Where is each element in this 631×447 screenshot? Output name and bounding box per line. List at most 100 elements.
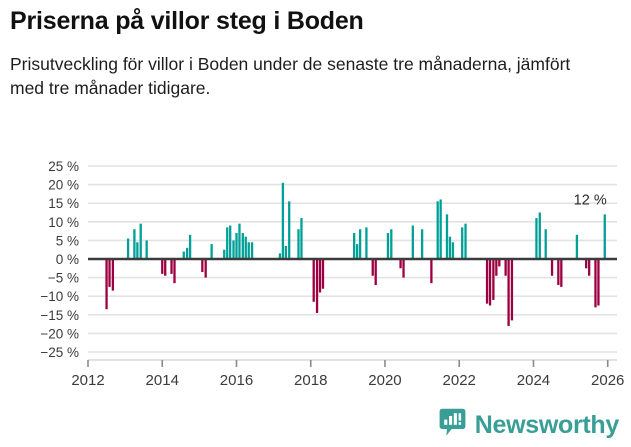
bars[interactable] xyxy=(105,182,606,326)
bar[interactable] xyxy=(535,218,538,259)
bar[interactable] xyxy=(284,245,288,259)
bar[interactable] xyxy=(436,201,439,259)
bar[interactable] xyxy=(315,259,319,313)
bar[interactable] xyxy=(488,259,492,306)
bar[interactable] xyxy=(223,249,226,259)
bar[interactable] xyxy=(597,259,600,306)
x-axis-tick-label: 2016 xyxy=(220,372,253,389)
x-axis-tick-label: 2026 xyxy=(591,372,624,389)
bar[interactable] xyxy=(439,199,442,259)
y-axis-tick-label: 25 % xyxy=(48,159,79,174)
bar[interactable] xyxy=(588,259,591,276)
bar[interactable] xyxy=(495,259,498,276)
bar[interactable] xyxy=(300,218,303,259)
bar[interactable] xyxy=(170,259,173,274)
bar[interactable] xyxy=(358,229,362,259)
bar[interactable] xyxy=(105,259,108,310)
bar[interactable] xyxy=(510,259,514,321)
bar[interactable] xyxy=(464,223,467,259)
bar[interactable] xyxy=(353,232,356,259)
bar[interactable] xyxy=(507,259,510,326)
bar[interactable] xyxy=(550,259,554,276)
bar[interactable] xyxy=(182,251,185,259)
chart-subtitle: Prisutveckling för villor i Boden under … xyxy=(10,53,571,98)
bar[interactable] xyxy=(318,259,322,293)
chart-container: Priserna på villor steg i Boden Prisutve… xyxy=(0,7,631,447)
bar[interactable] xyxy=(247,242,250,259)
bar[interactable] xyxy=(451,242,455,259)
bar[interactable] xyxy=(312,259,315,302)
bar[interactable] xyxy=(430,259,433,284)
x-axis-tick-label: 2012 xyxy=(71,372,104,389)
bar[interactable] xyxy=(297,229,300,259)
bar[interactable] xyxy=(603,214,606,259)
bar[interactable] xyxy=(133,229,136,259)
bar[interactable] xyxy=(288,201,291,259)
bar[interactable] xyxy=(126,238,130,259)
bar[interactable] xyxy=(185,247,189,259)
bar[interactable] xyxy=(544,229,547,259)
bar[interactable] xyxy=(241,232,244,259)
bar[interactable] xyxy=(557,259,560,286)
bar[interactable] xyxy=(173,259,176,284)
bar[interactable] xyxy=(244,236,247,259)
bar[interactable] xyxy=(538,212,541,260)
y-axis-tick-label: −10 % xyxy=(40,289,79,304)
bar[interactable] xyxy=(374,259,377,286)
x-axis-tick-label: 2020 xyxy=(368,372,401,389)
bar[interactable] xyxy=(492,259,495,300)
bar[interactable] xyxy=(402,259,405,278)
bar[interactable] xyxy=(399,259,402,269)
bar[interactable] xyxy=(232,240,235,259)
bar[interactable] xyxy=(445,214,449,259)
bar[interactable] xyxy=(321,259,325,289)
y-axis-tick-label: 0 % xyxy=(56,252,79,267)
bar[interactable] xyxy=(448,236,452,259)
bar[interactable] xyxy=(111,259,115,291)
bar[interactable] xyxy=(278,253,282,259)
bar[interactable] xyxy=(504,259,507,276)
bar[interactable] xyxy=(210,244,213,259)
newsworthy-logo[interactable]: Newsworthy xyxy=(439,408,619,442)
bar[interactable] xyxy=(461,227,464,259)
y-axis-tick-label: 5 % xyxy=(56,233,79,248)
bar[interactable] xyxy=(201,259,204,273)
bar[interactable] xyxy=(365,227,368,259)
bar[interactable] xyxy=(355,244,359,259)
bar[interactable] xyxy=(575,234,579,259)
bar-chart-bubble-icon xyxy=(439,408,466,442)
bar[interactable] xyxy=(238,223,241,259)
bar[interactable] xyxy=(485,259,489,304)
bar[interactable] xyxy=(229,225,232,259)
y-axis-tick-label: −25 % xyxy=(40,345,79,360)
bar[interactable] xyxy=(594,259,597,308)
y-axis-tick-label: 10 % xyxy=(48,215,79,230)
y-axis-tick-label: −15 % xyxy=(40,308,79,323)
bar[interactable] xyxy=(235,232,238,259)
bar[interactable] xyxy=(108,259,111,287)
gridlines xyxy=(88,165,617,353)
bar[interactable] xyxy=(281,182,285,259)
bar[interactable] xyxy=(390,229,393,259)
bar[interactable] xyxy=(145,240,148,259)
x-axis-ticks xyxy=(87,359,617,367)
bar[interactable] xyxy=(371,259,374,276)
bar[interactable] xyxy=(386,232,390,259)
bar[interactable] xyxy=(498,259,501,267)
x-axis-tick-label: 2024 xyxy=(517,372,550,389)
plot-area: 25 % 20 % 15 % 10 % 5 % 0 % −5 % −10 % −15 % −20 … xyxy=(0,156,631,401)
x-axis-tick-label: 2014 xyxy=(146,372,179,389)
bar[interactable] xyxy=(164,259,167,276)
bar[interactable] xyxy=(226,227,229,259)
bar[interactable] xyxy=(204,259,207,278)
bar[interactable] xyxy=(420,229,424,259)
bar[interactable] xyxy=(188,234,192,259)
bar[interactable] xyxy=(250,242,254,259)
bar[interactable] xyxy=(161,259,164,274)
bar[interactable] xyxy=(585,259,588,269)
bar[interactable] xyxy=(560,259,563,287)
bar[interactable] xyxy=(139,223,142,259)
bar[interactable] xyxy=(411,225,414,259)
last-value-label: 12 % xyxy=(574,192,607,208)
bar[interactable] xyxy=(136,242,139,259)
